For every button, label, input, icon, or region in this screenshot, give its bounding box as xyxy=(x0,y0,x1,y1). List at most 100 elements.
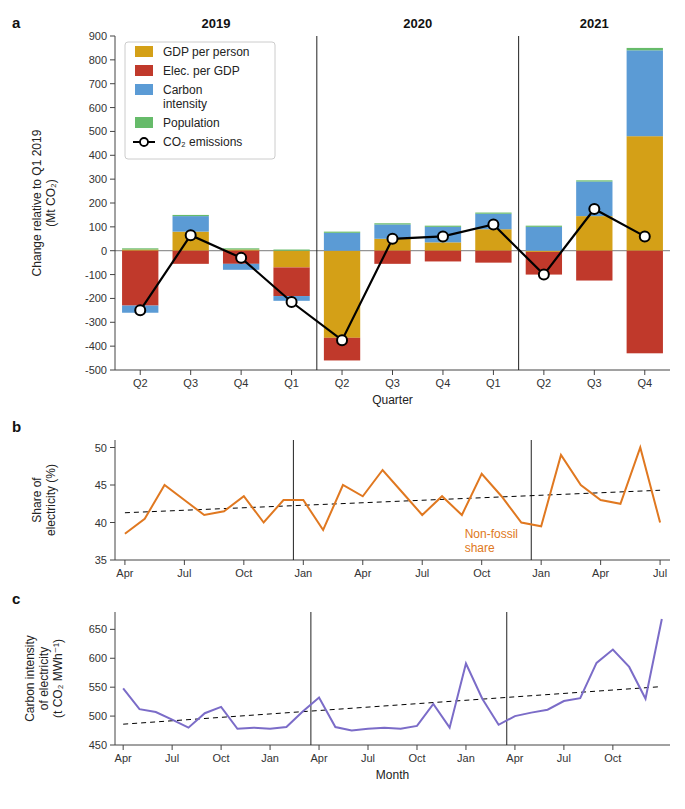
y-tick-label: 400 xyxy=(89,149,107,161)
y-tick xyxy=(110,745,115,746)
y-axis-label: Change relative to Q1 2019(Mt CO₂) xyxy=(30,129,58,276)
x-tick-label-line: Jul xyxy=(557,752,571,764)
legend-swatch xyxy=(135,65,153,76)
y-tick-label: -500 xyxy=(85,364,107,376)
legend-label-line: CO₂ emissions xyxy=(163,135,242,149)
x-tick-label: Apr xyxy=(354,567,371,579)
x-tick-label-line: Oct xyxy=(604,752,621,764)
bar-segment xyxy=(122,251,158,306)
legend-label-line: Elec. per GDP xyxy=(163,64,240,78)
x-tick xyxy=(563,745,564,750)
x-tick xyxy=(514,745,515,750)
y-axis-label-line: (t CO₂ MWh⁻¹) xyxy=(51,639,65,718)
x-tick xyxy=(543,370,544,375)
x-tick xyxy=(172,745,173,750)
x-tick-label: Apr xyxy=(115,752,132,764)
x-tick xyxy=(644,370,645,375)
x-tick-label: Jul xyxy=(361,752,375,764)
x-tick-label: Oct xyxy=(604,752,621,764)
bar-segment xyxy=(374,223,410,224)
panel: -500-400-300-200-10001002003004005006007… xyxy=(12,14,670,407)
x-tick-label: Jul xyxy=(165,752,179,764)
x-tick-label: Apr xyxy=(506,752,523,764)
x-tick-label-line: Q1 xyxy=(284,377,299,389)
x-tick xyxy=(123,745,124,750)
panel-label: a xyxy=(12,14,21,31)
panel-label-line: c xyxy=(12,590,20,607)
y-axis-line xyxy=(115,612,116,745)
x-tick-label: Jan xyxy=(294,567,312,579)
x-tick-label-line: Apr xyxy=(506,752,523,764)
y-tick xyxy=(110,485,115,486)
x-tick-label-line: Jan xyxy=(261,752,279,764)
x-tick xyxy=(594,370,595,375)
x-axis-label: Month xyxy=(376,768,409,782)
x-tick-label-line: Jul xyxy=(415,567,429,579)
y-tick-label: 500 xyxy=(89,710,107,722)
legend-label: GDP per person xyxy=(163,45,250,59)
panel: 35404550AprJulOctJanAprJulOctJanAprJulSh… xyxy=(12,418,670,579)
x-tick-label-line: Q3 xyxy=(385,377,400,389)
y-axis-label-group: Carbon intensityof electricity(t CO₂ MWh… xyxy=(23,635,65,722)
legend-label: CO₂ emissions xyxy=(163,135,242,149)
y-tick-label-line: -500 xyxy=(85,364,107,376)
x-tick-label: Q3 xyxy=(385,377,400,389)
x-tick-label-line: Q4 xyxy=(234,377,249,389)
year-label: 2020 xyxy=(403,16,432,31)
x-tick xyxy=(221,745,222,750)
chart: -500-400-300-200-10001002003004005006007… xyxy=(0,0,685,809)
x-axis-label: Quarter xyxy=(372,393,413,407)
x-tick xyxy=(442,370,443,375)
bar-segment xyxy=(526,227,562,251)
x-tick-label: Q4 xyxy=(637,377,652,389)
bar-segment xyxy=(425,226,461,227)
y-axis-label-line: Change relative to Q1 2019 xyxy=(30,129,44,276)
x-tick xyxy=(270,745,271,750)
y-tick xyxy=(110,298,115,299)
y-tick xyxy=(110,59,115,60)
y-tick xyxy=(110,155,115,156)
y-tick-label-line: -100 xyxy=(85,269,107,281)
x-tick-label-line: Jul xyxy=(361,752,375,764)
x-tick-label-line: Apr xyxy=(116,567,133,579)
x-axis-line xyxy=(115,560,670,561)
x-tick xyxy=(416,745,417,750)
y-tick-label-line: 700 xyxy=(89,78,107,90)
x-tick-label: Q3 xyxy=(587,377,602,389)
y-tick-label: 200 xyxy=(89,197,107,209)
y-tick-label-line: 650 xyxy=(89,623,107,635)
y-tick xyxy=(110,322,115,323)
bar-segment xyxy=(273,251,309,268)
plot-area xyxy=(123,619,662,731)
y-tick-label: 300 xyxy=(89,173,107,185)
panel-label-line: a xyxy=(12,14,21,31)
y-tick-label: 50 xyxy=(95,442,107,454)
bar-segment xyxy=(173,215,209,216)
y-axis-label-group: Share ofelectricity (%) xyxy=(30,464,58,536)
y-tick-label-line: 500 xyxy=(89,125,107,137)
y-tick-label: 0 xyxy=(101,245,107,257)
y-tick-label-line: 450 xyxy=(89,739,107,751)
legend-label-line: intensity xyxy=(163,97,207,111)
y-tick-label-line: 100 xyxy=(89,221,107,233)
page: {"chart_data": [ {"type": "bar", "title"… xyxy=(0,0,685,809)
plot-area xyxy=(115,48,670,361)
y-tick-label-line: 500 xyxy=(89,710,107,722)
separator xyxy=(506,612,507,745)
bar-segment xyxy=(425,227,461,243)
y-tick-label: -100 xyxy=(85,269,107,281)
series-marker xyxy=(186,230,196,240)
x-tick xyxy=(612,745,613,750)
y-tick xyxy=(110,131,115,132)
x-tick xyxy=(465,745,466,750)
bar-segment xyxy=(122,250,158,251)
y-tick-label: -200 xyxy=(85,292,107,304)
legend-label: Carbonintensity xyxy=(163,83,207,111)
x-tick-label-line: Apr xyxy=(310,752,327,764)
series-marker xyxy=(337,335,347,345)
bar-segment xyxy=(526,251,562,252)
x-tick-label-line: Oct xyxy=(408,752,425,764)
y-tick xyxy=(110,687,115,688)
x-tick-label-line: Jul xyxy=(165,752,179,764)
x-tick-label-line: Q4 xyxy=(637,377,652,389)
